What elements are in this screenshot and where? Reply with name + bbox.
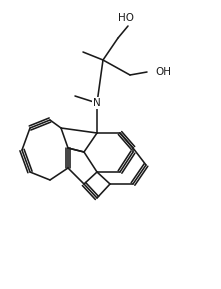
Text: HO: HO — [118, 13, 134, 23]
Text: OH: OH — [155, 67, 171, 77]
Text: N: N — [93, 98, 101, 108]
